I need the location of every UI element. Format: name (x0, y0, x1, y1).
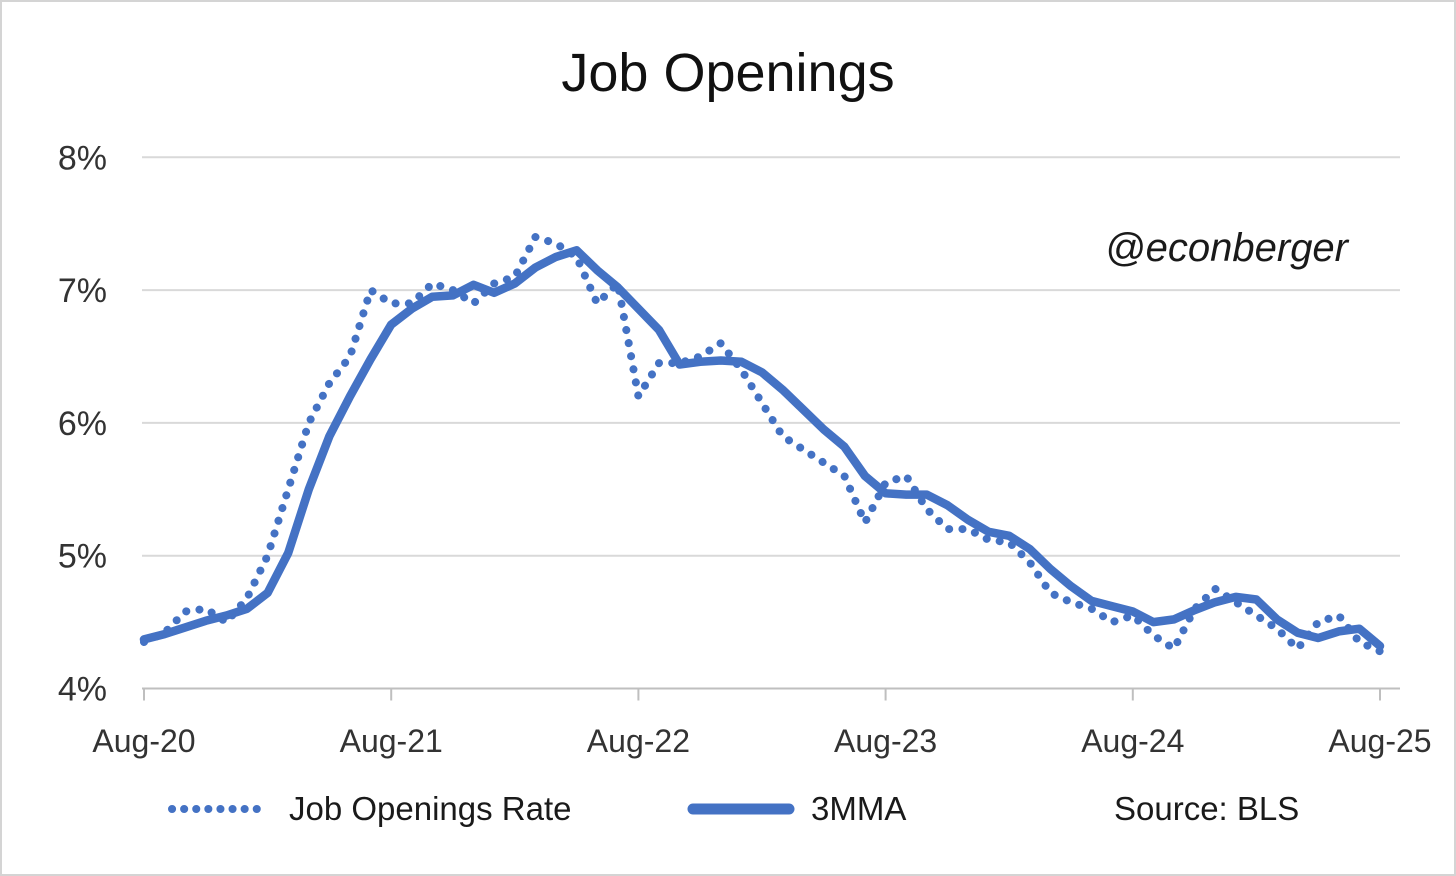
y-tick-label: 4% (58, 671, 107, 709)
source-note: Source: BLS (1114, 790, 1300, 827)
y-tick-label: 6% (58, 405, 107, 443)
x-tick-label: Aug-22 (587, 723, 690, 759)
legend-label-rate: Job Openings Rate (289, 790, 572, 827)
x-tick-label: Aug-23 (834, 723, 937, 759)
x-tick-label: Aug-24 (1081, 723, 1184, 759)
legend-label-3mma: 3MMA (811, 790, 907, 827)
y-tick-label: 5% (58, 538, 107, 576)
x-tick-label: Aug-21 (340, 723, 443, 759)
solid-line-swatch-icon (687, 803, 795, 815)
y-tick-label: 8% (58, 139, 107, 177)
x-tick-label: Aug-20 (92, 723, 195, 759)
legend-item-3mma: 3MMA (687, 784, 906, 834)
dotted-line-swatch-icon (168, 805, 272, 813)
y-tick-label: 7% (58, 272, 107, 310)
chart-title: Job Openings (561, 43, 895, 103)
series-line-3mma (139, 246, 1385, 651)
legend: Job Openings Rate 3MMA Source: BLS (2, 784, 1454, 834)
x-tick-label: Aug-25 (1328, 723, 1431, 759)
legend-item-job-openings-rate: Job Openings Rate (167, 784, 572, 834)
watermark: @econberger (1105, 226, 1348, 270)
